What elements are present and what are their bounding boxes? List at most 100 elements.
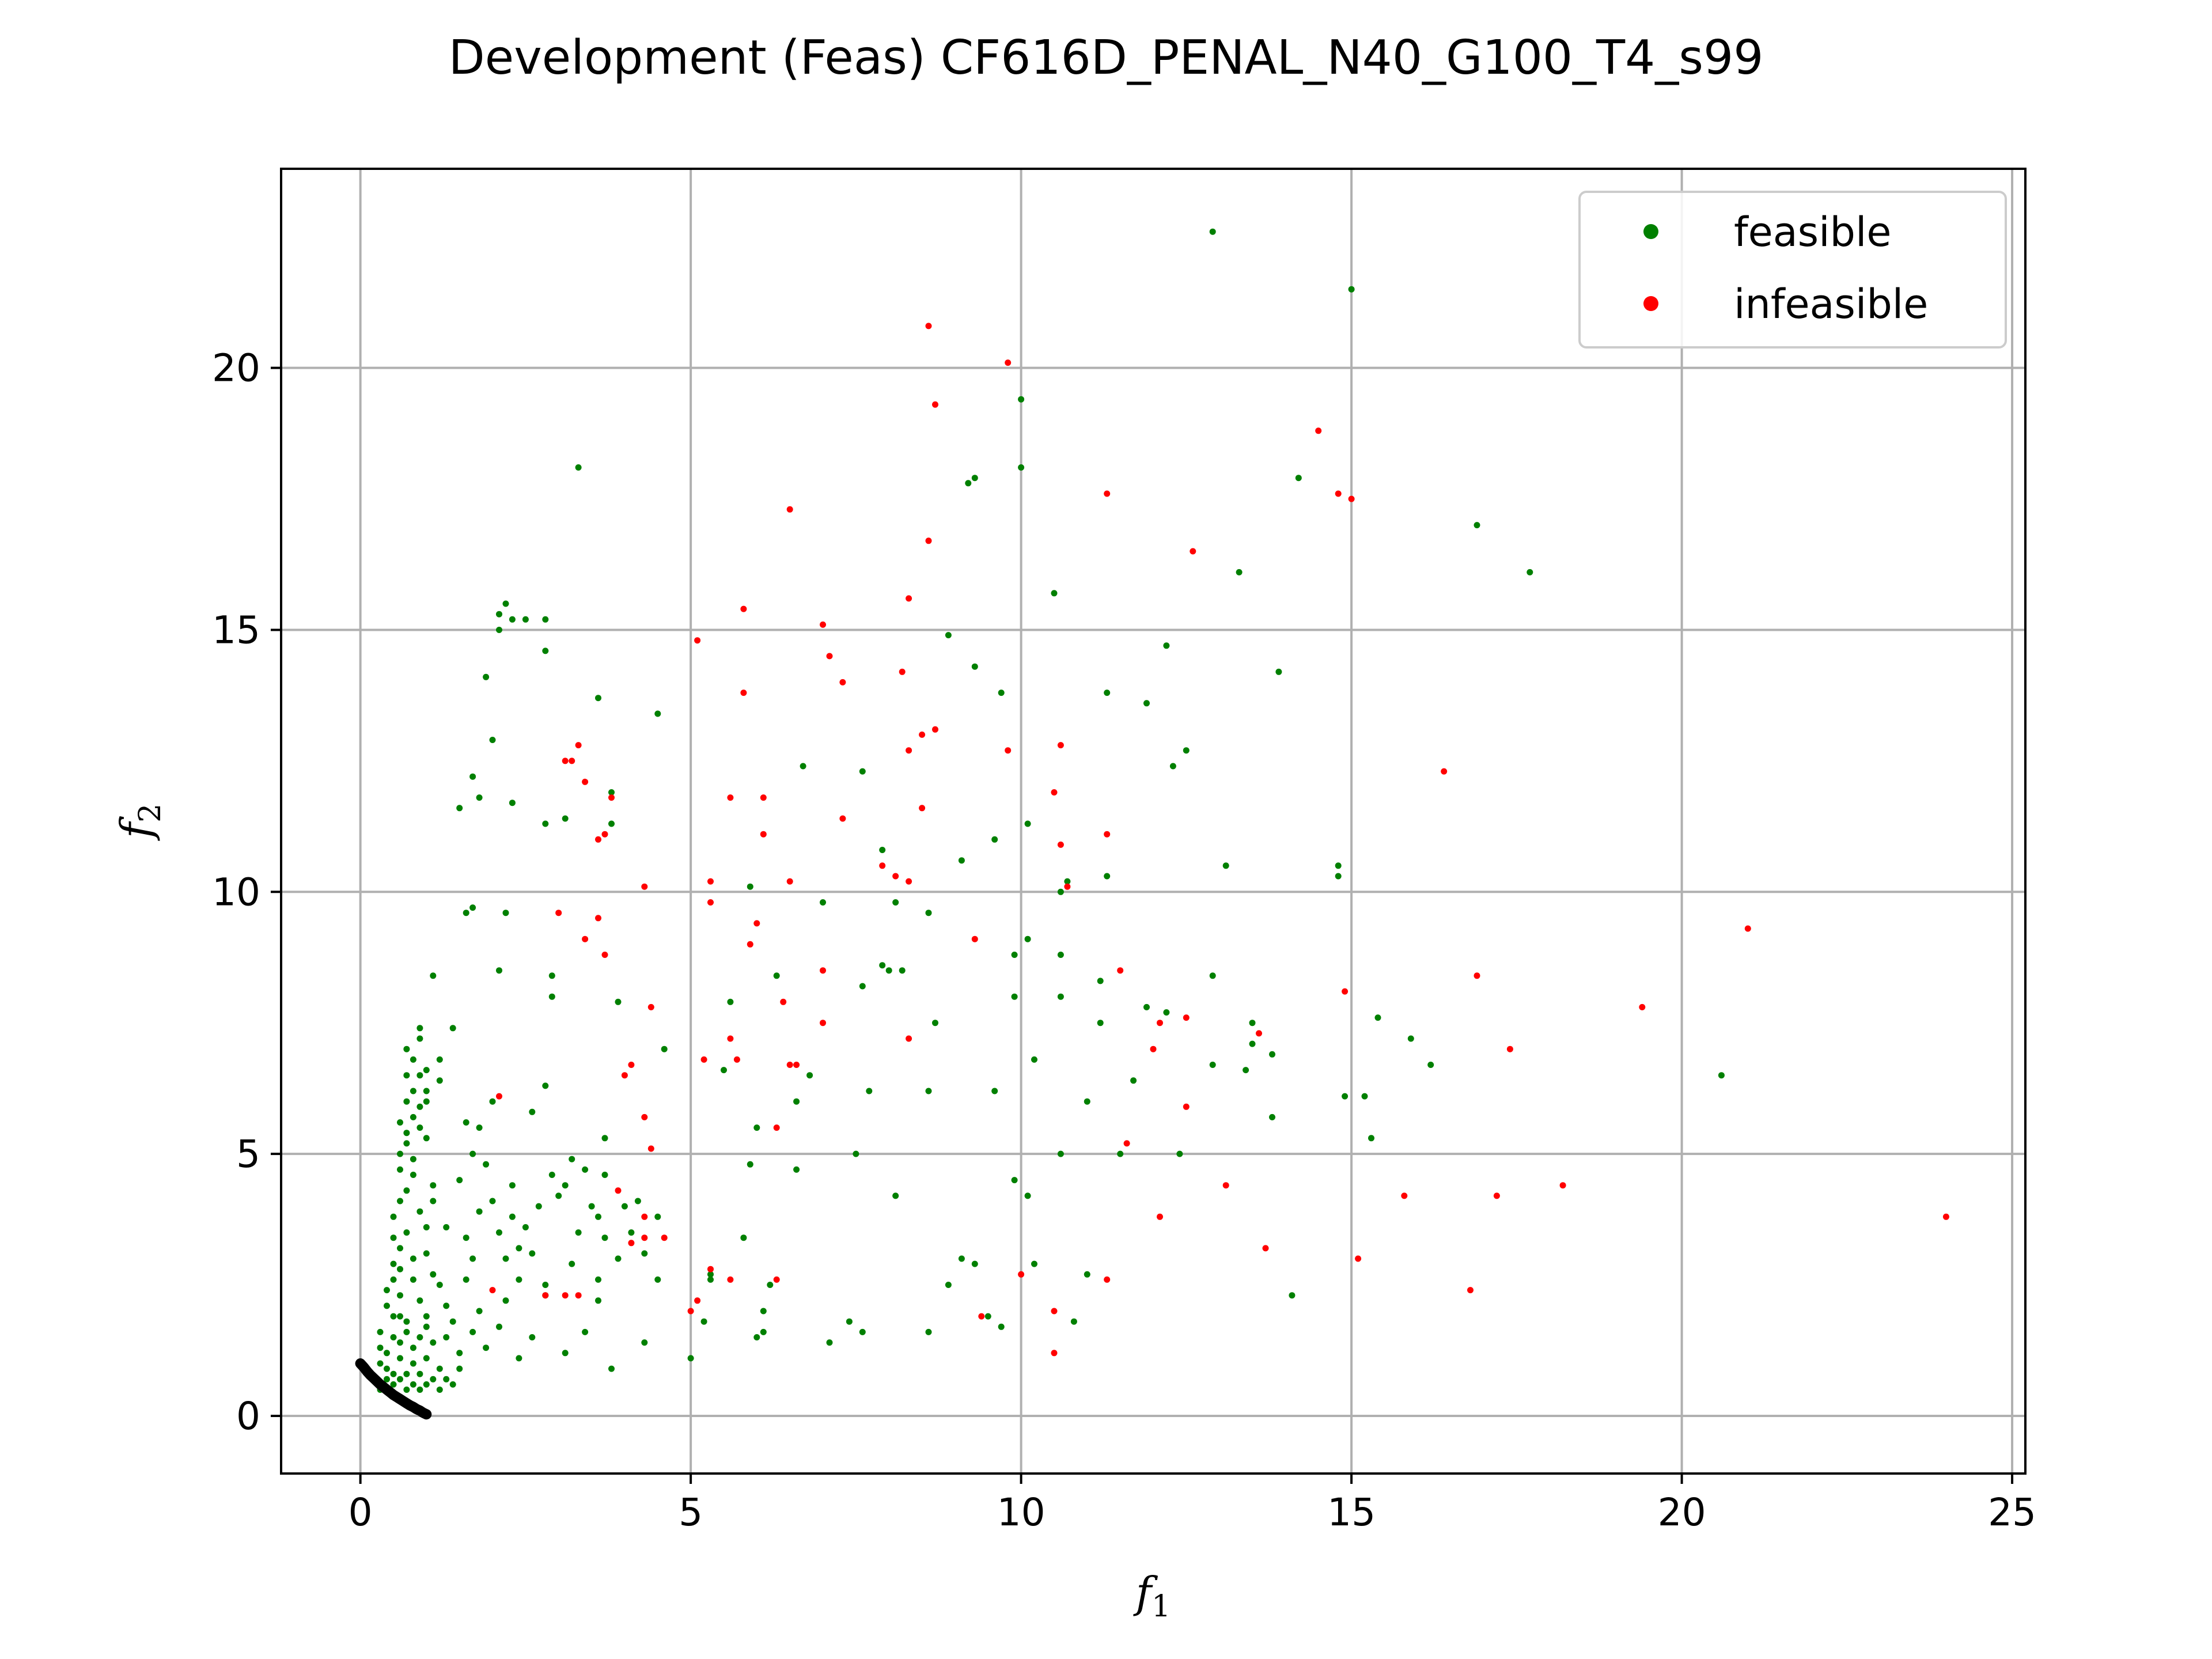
- point-feasible: [423, 1323, 430, 1330]
- point-feasible: [436, 1282, 443, 1288]
- point-feasible: [1104, 873, 1111, 880]
- point-feasible: [628, 1229, 635, 1236]
- point-infeasible: [641, 883, 648, 890]
- point-infeasible: [1335, 490, 1342, 497]
- point-feasible: [416, 1297, 423, 1304]
- point-feasible: [1474, 522, 1480, 529]
- point-infeasible: [1401, 1192, 1408, 1199]
- point-feasible: [721, 1067, 727, 1074]
- point-feasible: [641, 1250, 648, 1257]
- point-feasible: [1104, 690, 1111, 696]
- point-infeasible: [1051, 1350, 1058, 1357]
- x-tick-label: 20: [1658, 1490, 1706, 1535]
- plot-frame: [280, 168, 2027, 1475]
- point-infeasible: [562, 1292, 569, 1299]
- x-tick-label: 15: [1327, 1490, 1376, 1535]
- point-feasible: [899, 967, 906, 974]
- point-infeasible: [569, 757, 575, 764]
- point-feasible: [542, 820, 549, 827]
- point-feasible: [436, 1056, 443, 1063]
- point-feasible: [866, 1088, 873, 1094]
- point-feasible: [430, 1376, 437, 1382]
- point-feasible: [1269, 1113, 1275, 1120]
- point-feasible: [747, 1161, 753, 1168]
- point-feasible: [1130, 1077, 1137, 1084]
- point-feasible: [469, 1255, 476, 1262]
- point-feasible: [449, 1381, 456, 1388]
- point-feasible: [390, 1276, 397, 1283]
- point-infeasible: [773, 1276, 780, 1283]
- point-feasible: [469, 1150, 476, 1157]
- point-feasible: [1718, 1072, 1725, 1079]
- point-infeasible: [1441, 768, 1448, 775]
- point-feasible: [562, 1182, 569, 1189]
- point-feasible: [403, 1370, 410, 1377]
- point-feasible: [767, 1282, 774, 1288]
- point-infeasible: [773, 1124, 780, 1131]
- point-feasible: [1011, 1177, 1018, 1184]
- point-feasible: [1209, 1062, 1216, 1068]
- point-feasible: [760, 1328, 767, 1335]
- point-infeasible: [647, 1145, 654, 1152]
- point-feasible: [423, 1224, 430, 1230]
- x-tick-label: 25: [1988, 1490, 2036, 1535]
- point-infeasible: [1342, 988, 1349, 995]
- point-feasible: [410, 1255, 416, 1262]
- point-feasible: [397, 1339, 403, 1346]
- point-feasible: [496, 967, 502, 974]
- point-feasible: [991, 1088, 998, 1094]
- point-infeasible: [1315, 427, 1322, 434]
- point-infeasible: [906, 1035, 912, 1042]
- point-feasible: [436, 1365, 443, 1372]
- point-infeasible: [700, 1056, 707, 1063]
- point-feasible: [416, 1370, 423, 1377]
- point-feasible: [1527, 569, 1533, 575]
- point-feasible: [575, 464, 582, 471]
- point-feasible: [509, 1182, 516, 1189]
- point-feasible: [516, 1245, 522, 1252]
- point-feasible: [760, 1308, 767, 1315]
- point-feasible: [410, 1156, 416, 1162]
- point-feasible: [430, 972, 437, 979]
- point-infeasible: [906, 878, 912, 885]
- point-infeasible: [582, 778, 589, 785]
- point-feasible: [879, 847, 886, 853]
- legend-label-feasible: feasible: [1734, 209, 1891, 256]
- point-feasible: [608, 820, 615, 827]
- point-feasible: [469, 1328, 476, 1335]
- point-feasible: [410, 1172, 416, 1178]
- point-feasible: [601, 1135, 608, 1142]
- point-feasible: [516, 1276, 522, 1283]
- point-feasible: [859, 768, 866, 775]
- point-feasible: [793, 1166, 800, 1173]
- point-infeasible: [661, 1234, 668, 1241]
- point-feasible: [430, 1339, 437, 1346]
- point-infeasible: [932, 401, 938, 408]
- point-feasible: [476, 794, 483, 801]
- point-feasible: [1295, 475, 1302, 482]
- point-infeasible: [839, 679, 846, 685]
- point-feasible: [384, 1350, 390, 1357]
- point-feasible: [384, 1376, 390, 1382]
- point-feasible: [1084, 1271, 1090, 1278]
- point-feasible: [1335, 873, 1342, 880]
- point-feasible: [469, 773, 476, 780]
- point-feasible: [463, 1234, 469, 1241]
- point-feasible: [595, 1297, 601, 1304]
- point-feasible: [971, 663, 978, 670]
- point-feasible: [502, 1297, 509, 1304]
- x-axis-label: f1: [1133, 1568, 1171, 1624]
- point-feasible: [1407, 1035, 1414, 1042]
- point-feasible: [1222, 862, 1229, 869]
- point-infeasible: [793, 1062, 800, 1068]
- point-feasible: [449, 1025, 456, 1032]
- point-feasible: [1269, 1051, 1275, 1058]
- y-tick-label: 15: [212, 608, 260, 652]
- point-feasible: [423, 1381, 430, 1388]
- point-feasible: [1011, 993, 1018, 1000]
- point-feasible: [879, 962, 886, 969]
- x-tick-label: 5: [679, 1490, 703, 1535]
- point-feasible: [384, 1365, 390, 1372]
- point-feasible: [925, 1328, 932, 1335]
- point-infeasible: [694, 637, 701, 644]
